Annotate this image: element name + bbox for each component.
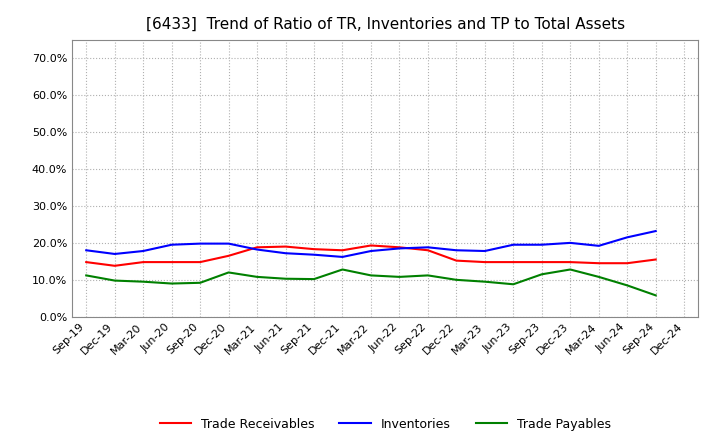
Inventories bbox=[139, 248, 148, 253]
Trade Payables bbox=[225, 270, 233, 275]
Line: Inventories: Inventories bbox=[86, 231, 656, 257]
Trade Payables bbox=[423, 273, 432, 278]
Legend: Trade Receivables, Inventories, Trade Payables: Trade Receivables, Inventories, Trade Pa… bbox=[153, 412, 617, 437]
Trade Receivables bbox=[509, 260, 518, 265]
Trade Payables bbox=[253, 274, 261, 279]
Trade Receivables bbox=[537, 260, 546, 265]
Trade Payables bbox=[395, 274, 404, 279]
Title: [6433]  Trend of Ratio of TR, Inventories and TP to Total Assets: [6433] Trend of Ratio of TR, Inventories… bbox=[145, 16, 625, 32]
Trade Receivables bbox=[196, 260, 204, 265]
Inventories bbox=[366, 248, 375, 253]
Trade Payables bbox=[167, 281, 176, 286]
Line: Trade Receivables: Trade Receivables bbox=[86, 246, 656, 266]
Inventories bbox=[82, 248, 91, 253]
Inventories bbox=[110, 251, 119, 257]
Trade Payables bbox=[595, 274, 603, 279]
Trade Payables bbox=[623, 283, 631, 288]
Inventories bbox=[537, 242, 546, 247]
Inventories bbox=[480, 248, 489, 253]
Trade Payables bbox=[452, 277, 461, 282]
Trade Payables bbox=[480, 279, 489, 284]
Trade Receivables bbox=[282, 244, 290, 249]
Inventories bbox=[395, 246, 404, 251]
Inventories bbox=[253, 247, 261, 252]
Trade Receivables bbox=[566, 260, 575, 265]
Inventories bbox=[452, 248, 461, 253]
Trade Receivables bbox=[623, 260, 631, 266]
Trade Payables bbox=[110, 278, 119, 283]
Inventories bbox=[652, 228, 660, 234]
Inventories bbox=[196, 241, 204, 246]
Trade Receivables bbox=[167, 260, 176, 265]
Trade Receivables bbox=[110, 263, 119, 268]
Inventories bbox=[509, 242, 518, 247]
Trade Receivables bbox=[139, 260, 148, 265]
Inventories bbox=[623, 235, 631, 240]
Inventories bbox=[595, 243, 603, 249]
Trade Receivables bbox=[82, 260, 91, 265]
Trade Receivables bbox=[225, 253, 233, 258]
Trade Payables bbox=[537, 271, 546, 277]
Trade Payables bbox=[139, 279, 148, 284]
Trade Receivables bbox=[452, 258, 461, 263]
Line: Trade Payables: Trade Payables bbox=[86, 269, 656, 295]
Inventories bbox=[282, 251, 290, 256]
Trade Payables bbox=[196, 280, 204, 286]
Inventories bbox=[423, 245, 432, 250]
Trade Receivables bbox=[366, 243, 375, 248]
Trade Payables bbox=[282, 276, 290, 281]
Trade Payables bbox=[338, 267, 347, 272]
Trade Receivables bbox=[310, 246, 318, 252]
Trade Payables bbox=[509, 282, 518, 287]
Trade Payables bbox=[82, 273, 91, 278]
Trade Payables bbox=[566, 267, 575, 272]
Trade Receivables bbox=[595, 260, 603, 266]
Trade Receivables bbox=[253, 245, 261, 250]
Inventories bbox=[566, 240, 575, 246]
Trade Payables bbox=[652, 293, 660, 298]
Inventories bbox=[225, 241, 233, 246]
Inventories bbox=[310, 252, 318, 257]
Trade Payables bbox=[310, 276, 318, 282]
Trade Receivables bbox=[480, 260, 489, 265]
Trade Receivables bbox=[338, 248, 347, 253]
Trade Receivables bbox=[395, 245, 404, 250]
Trade Receivables bbox=[652, 257, 660, 262]
Inventories bbox=[338, 254, 347, 260]
Trade Receivables bbox=[423, 248, 432, 253]
Inventories bbox=[167, 242, 176, 247]
Trade Payables bbox=[366, 273, 375, 278]
